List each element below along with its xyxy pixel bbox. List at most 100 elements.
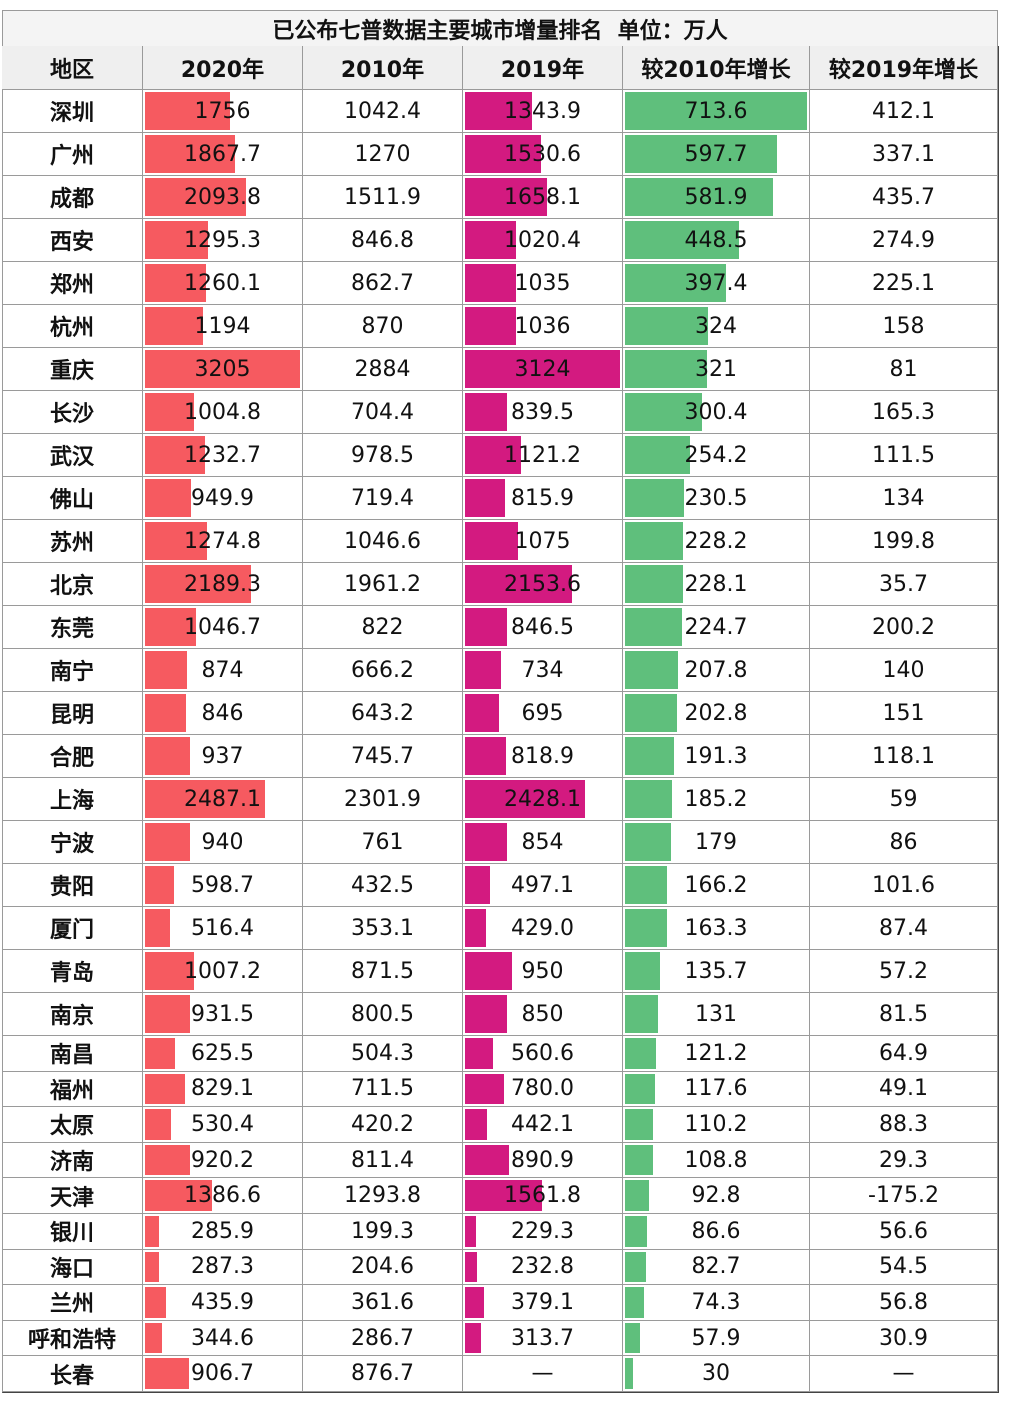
value-cell: 1961.2 — [303, 563, 463, 606]
value-text: 254.2 — [684, 442, 748, 468]
value-cell: 1194 — [143, 305, 303, 348]
value-cell: 695 — [463, 692, 623, 735]
value-text: 230.5 — [684, 485, 748, 511]
header-text: 较2010年增长 — [641, 57, 791, 83]
region-name: 武汉 — [49, 445, 94, 470]
region-cell: 广州 — [2, 133, 143, 176]
value-cell: 713.6 — [623, 90, 810, 133]
value-cell: 379.1 — [463, 1285, 623, 1321]
value-cell: 745.7 — [303, 735, 463, 778]
value-cell: 81 — [810, 348, 998, 391]
value-text: 92.8 — [691, 1183, 741, 1209]
data-bar — [145, 651, 188, 689]
value-cell: 978.5 — [303, 434, 463, 477]
region-cell: 太原 — [2, 1107, 143, 1143]
region-name: 南昌 — [49, 1043, 94, 1069]
data-bar — [465, 952, 513, 990]
data-bar — [145, 866, 174, 904]
data-bar — [625, 264, 727, 302]
data-bar — [625, 1287, 644, 1318]
value-text: 850 — [521, 1001, 564, 1027]
value-text: 81.5 — [879, 1001, 928, 1027]
value-cell: 2301.9 — [303, 778, 463, 821]
value-cell: 110.2 — [623, 1107, 810, 1143]
region-cell: 深圳 — [2, 90, 143, 133]
data-bar — [625, 1358, 633, 1389]
region-name: 北京 — [49, 574, 94, 599]
region-name: 兰州 — [49, 1292, 94, 1318]
region-name: 南宁 — [49, 660, 94, 685]
value-cell: 1007.2 — [143, 950, 303, 993]
value-cell: 1260.1 — [143, 262, 303, 305]
data-bar — [145, 1287, 167, 1318]
value-text: 108.8 — [684, 1147, 748, 1173]
value-text: 185.2 — [684, 786, 748, 812]
value-text: 643.2 — [351, 700, 414, 726]
data-bar — [145, 1038, 176, 1069]
value-text: 871.5 — [351, 958, 414, 984]
header-text: 2010年 — [340, 57, 425, 83]
value-text: 940 — [201, 829, 244, 855]
value-cell: 92.8 — [623, 1178, 810, 1214]
value-text: 191.3 — [684, 743, 748, 769]
value-text: 435.9 — [191, 1289, 254, 1315]
value-text: 30 — [702, 1361, 730, 1387]
value-cell: 846.8 — [303, 219, 463, 262]
value-cell: 200.2 — [810, 606, 998, 649]
value-cell: 2153.6 — [463, 563, 623, 606]
value-cell: 876.7 — [303, 1356, 463, 1392]
value-text: 1561.8 — [504, 1183, 581, 1209]
value-cell: 287.3 — [143, 1249, 303, 1286]
value-text: 166.2 — [684, 872, 748, 898]
value-text: 49.1 — [879, 1076, 928, 1102]
value-text: 131 — [695, 1001, 737, 1027]
region-name: 呼和浩特 — [27, 1328, 116, 1354]
region-name: 杭州 — [49, 316, 94, 341]
data-bar — [145, 1322, 162, 1354]
region-cell: 佛山 — [2, 477, 143, 520]
data-bar — [145, 565, 251, 603]
value-text: 286.7 — [351, 1325, 414, 1351]
data-bar — [625, 608, 683, 646]
value-cell: 81.5 — [810, 993, 998, 1036]
value-text: 324 — [695, 313, 737, 339]
data-bar — [625, 1144, 653, 1176]
value-cell: — — [463, 1356, 623, 1392]
value-text: 35.7 — [879, 571, 928, 597]
region-cell: 银川 — [2, 1214, 143, 1250]
value-text: 1658.1 — [504, 184, 581, 210]
value-text: 846 — [201, 700, 244, 726]
data-bar — [625, 1073, 655, 1105]
value-text: 135.7 — [684, 958, 748, 984]
value-text: 199.3 — [351, 1218, 414, 1244]
data-bar — [625, 866, 668, 904]
value-text: 920.2 — [191, 1147, 254, 1173]
value-cell: 625.5 — [143, 1036, 303, 1072]
value-text: 874 — [201, 657, 244, 683]
region-name: 天津 — [49, 1185, 94, 1211]
value-text: 353.1 — [351, 915, 414, 941]
value-cell: 111.5 — [810, 434, 998, 477]
value-text: 118.1 — [872, 743, 935, 769]
value-text: 560.6 — [511, 1040, 574, 1066]
data-bar — [145, 350, 300, 388]
value-text: 711.5 — [351, 1076, 414, 1102]
value-text: 57.2 — [879, 958, 928, 984]
value-text: 429.0 — [511, 915, 574, 941]
value-cell: 337.1 — [810, 133, 998, 176]
value-text: 846.5 — [511, 614, 574, 640]
value-text: 344.6 — [191, 1325, 254, 1351]
data-bar — [465, 1144, 510, 1176]
region-name: 昆明 — [49, 703, 94, 728]
value-text: 1295.3 — [184, 227, 261, 253]
value-cell: 719.4 — [303, 477, 463, 520]
value-text: 862.7 — [351, 270, 414, 296]
region-name: 宁波 — [49, 832, 94, 857]
value-cell: 199.8 — [810, 520, 998, 563]
data-bar — [145, 264, 206, 302]
value-cell: 2093.8 — [143, 176, 303, 219]
data-bar — [145, 1144, 190, 1176]
value-cell: 56.8 — [810, 1285, 998, 1321]
data-bar — [465, 866, 490, 904]
region-cell: 成都 — [2, 176, 143, 219]
